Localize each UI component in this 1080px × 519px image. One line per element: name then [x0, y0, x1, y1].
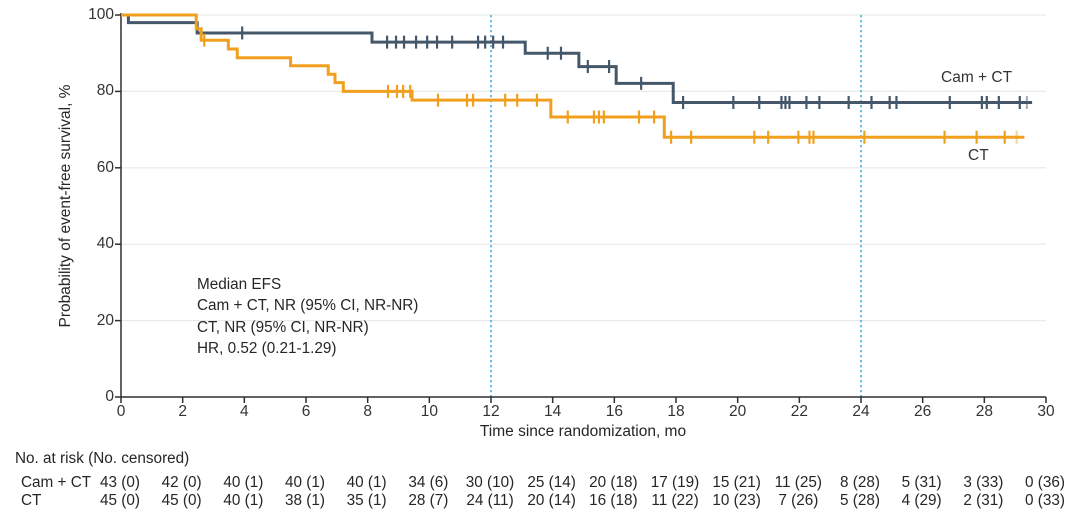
risk-value: 20 (18): [589, 474, 638, 491]
x-tick-label: 26: [914, 403, 932, 420]
y-tick-label: 80: [96, 82, 114, 100]
annotation-line: CT, NR (95% CI, NR-NR): [197, 318, 369, 336]
annotation-line: Median EFS: [197, 276, 282, 293]
x-tick-label: 6: [301, 403, 311, 420]
x-tick-label: 12: [482, 403, 500, 420]
y-tick-label: 20: [96, 311, 114, 329]
risk-value: 20 (14): [527, 492, 576, 509]
risk-value: 30 (10): [465, 474, 515, 491]
risk-value: 43 (0): [100, 474, 140, 491]
risk-value: 0 (36): [1025, 474, 1065, 491]
risk-value: 4 (29): [901, 492, 942, 509]
risk-value: 45 (0): [161, 492, 202, 509]
cam-ct-curve: [121, 13, 1033, 104]
x-tick-label: 24: [852, 403, 870, 420]
risk-value: 28 (7): [408, 492, 449, 509]
risk-value: 40 (1): [223, 492, 264, 509]
risk-value: 15 (21): [712, 474, 761, 491]
risk-row-label-ct: CT: [21, 492, 42, 509]
x-tick-label: 14: [544, 403, 562, 420]
x-tick-label: 4: [240, 403, 249, 420]
risk-value: 38 (1): [285, 492, 325, 509]
risk-value: 5 (28): [840, 492, 880, 509]
ct-curve: [121, 13, 1025, 139]
risk-value: 16 (18): [589, 492, 638, 509]
x-tick-label: 20: [729, 403, 747, 420]
x-tick-label: 16: [605, 403, 623, 420]
x-tick-label: 8: [363, 403, 372, 420]
x-tick-label: 2: [178, 403, 187, 420]
risk-value: 5 (31): [901, 474, 942, 491]
y-tick-label: 40: [96, 235, 114, 253]
risk-value: 45 (0): [100, 492, 140, 509]
x-axis-title: Time since randomization, mo: [479, 423, 687, 440]
risk-value: 34 (6): [408, 474, 449, 491]
x-tick-label: 10: [420, 403, 438, 420]
annotation-line: HR, 0.52 (0.21-1.29): [197, 340, 337, 358]
y-tick-label: 60: [96, 158, 114, 176]
risk-value: 40 (1): [285, 474, 325, 491]
risk-value: 40 (1): [223, 474, 264, 491]
risk-value: 24 (11): [466, 492, 514, 509]
y-axis-title: Probability of event-free survival, %: [57, 84, 74, 328]
risk-value: 8 (28): [840, 474, 880, 491]
risk-value: 10 (23): [712, 492, 761, 509]
series-label-cam-ct: Cam + CT: [941, 69, 1013, 86]
annotation-line: Cam + CT, NR (95% CI, NR-NR): [197, 297, 419, 315]
risk-value: 42 (0): [161, 474, 202, 491]
y-tick-label: 100: [88, 6, 114, 23]
risk-row-label-cam-ct: Cam + CT: [21, 474, 92, 491]
risk-value: 7 (26): [778, 492, 819, 509]
risk-value: 40 (1): [346, 474, 387, 491]
x-tick-label: 30: [1037, 403, 1055, 420]
y-tick-label: 0: [105, 388, 114, 405]
risk-table-header: No. at risk (No. censored): [15, 450, 190, 467]
risk-value: 17 (19): [650, 474, 700, 491]
risk-value: 11 (25): [774, 474, 822, 491]
x-tick-label: 0: [116, 403, 126, 420]
risk-value: 25 (14): [527, 474, 576, 491]
risk-value: 2 (31): [963, 492, 1004, 509]
risk-value: 3 (33): [963, 474, 1004, 491]
risk-value: 35 (1): [346, 492, 387, 509]
risk-value: 11 (22): [651, 492, 699, 509]
median-efs-annotation: Median EFS Cam + CT, NR (95% CI, NR-NR) …: [197, 274, 418, 360]
x-tick-label: 28: [975, 403, 993, 420]
x-tick-label: 22: [790, 403, 808, 420]
x-tick-label: 18: [667, 403, 685, 420]
series-label-ct: CT: [968, 147, 989, 164]
risk-value: 0 (33): [1025, 492, 1065, 509]
